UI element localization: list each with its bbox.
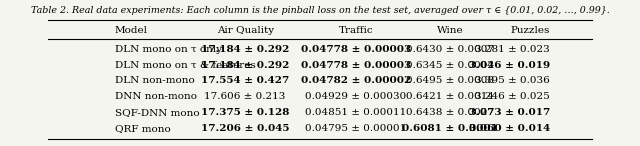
Text: QRF mono: QRF mono <box>115 124 171 133</box>
Text: 0.6430 ± 0.0007: 0.6430 ± 0.0007 <box>406 45 494 54</box>
Text: DNN non-mono: DNN non-mono <box>115 92 197 101</box>
Text: 3.046 ± 0.019: 3.046 ± 0.019 <box>469 61 550 70</box>
Text: 0.04795 ± 0.00001: 0.04795 ± 0.00001 <box>305 124 406 133</box>
Text: 3.246 ± 0.025: 3.246 ± 0.025 <box>476 92 550 101</box>
Text: DLN non-mono: DLN non-mono <box>115 76 195 85</box>
Text: Model: Model <box>115 26 148 35</box>
Text: Traffic: Traffic <box>339 26 373 35</box>
Text: 0.04929 ± 0.00030: 0.04929 ± 0.00030 <box>305 92 406 101</box>
Text: 0.6345 ± 0.0002: 0.6345 ± 0.0002 <box>406 61 494 70</box>
Text: 0.04782 ± 0.00002: 0.04782 ± 0.00002 <box>301 76 411 85</box>
Text: Puzzles: Puzzles <box>511 26 550 35</box>
Text: 17.375 ± 0.128: 17.375 ± 0.128 <box>201 108 289 117</box>
Text: DLN mono on τ only: DLN mono on τ only <box>115 45 222 54</box>
Text: 3.281 ± 0.023: 3.281 ± 0.023 <box>476 45 550 54</box>
Text: 0.6421 ± 0.0014: 0.6421 ± 0.0014 <box>406 92 494 101</box>
Text: 17.554 ± 0.427: 17.554 ± 0.427 <box>201 76 289 85</box>
Text: Table 2. Real data experiments: Each column is the pinball loss on the test set,: Table 2. Real data experiments: Each col… <box>31 6 609 15</box>
Text: 3.060 ± 0.014: 3.060 ± 0.014 <box>469 124 550 133</box>
Text: 0.04778 ± 0.00003: 0.04778 ± 0.00003 <box>301 45 411 54</box>
Text: 0.04778 ± 0.00003: 0.04778 ± 0.00003 <box>301 61 411 70</box>
Text: 3.395 ± 0.036: 3.395 ± 0.036 <box>476 76 550 85</box>
Text: 17.184 ± 0.292: 17.184 ± 0.292 <box>201 61 289 70</box>
Text: 17.206 ± 0.045: 17.206 ± 0.045 <box>201 124 289 133</box>
Text: 0.6438 ± 0.0027: 0.6438 ± 0.0027 <box>406 108 494 117</box>
Text: 0.6495 ± 0.0008: 0.6495 ± 0.0008 <box>406 76 494 85</box>
Text: SQF-DNN mono: SQF-DNN mono <box>115 108 200 117</box>
Text: Air Quality: Air Quality <box>216 26 274 35</box>
Text: 17.184 ± 0.292: 17.184 ± 0.292 <box>201 45 289 54</box>
Text: DLN mono on τ & features: DLN mono on τ & features <box>115 61 255 70</box>
Text: Wine: Wine <box>437 26 463 35</box>
Text: 3.073 ± 0.017: 3.073 ± 0.017 <box>469 108 550 117</box>
Text: 0.6081 ± 0.0001: 0.6081 ± 0.0001 <box>403 124 498 133</box>
Text: 0.04851 ± 0.00011: 0.04851 ± 0.00011 <box>305 108 406 117</box>
Text: 17.606 ± 0.213: 17.606 ± 0.213 <box>204 92 286 101</box>
